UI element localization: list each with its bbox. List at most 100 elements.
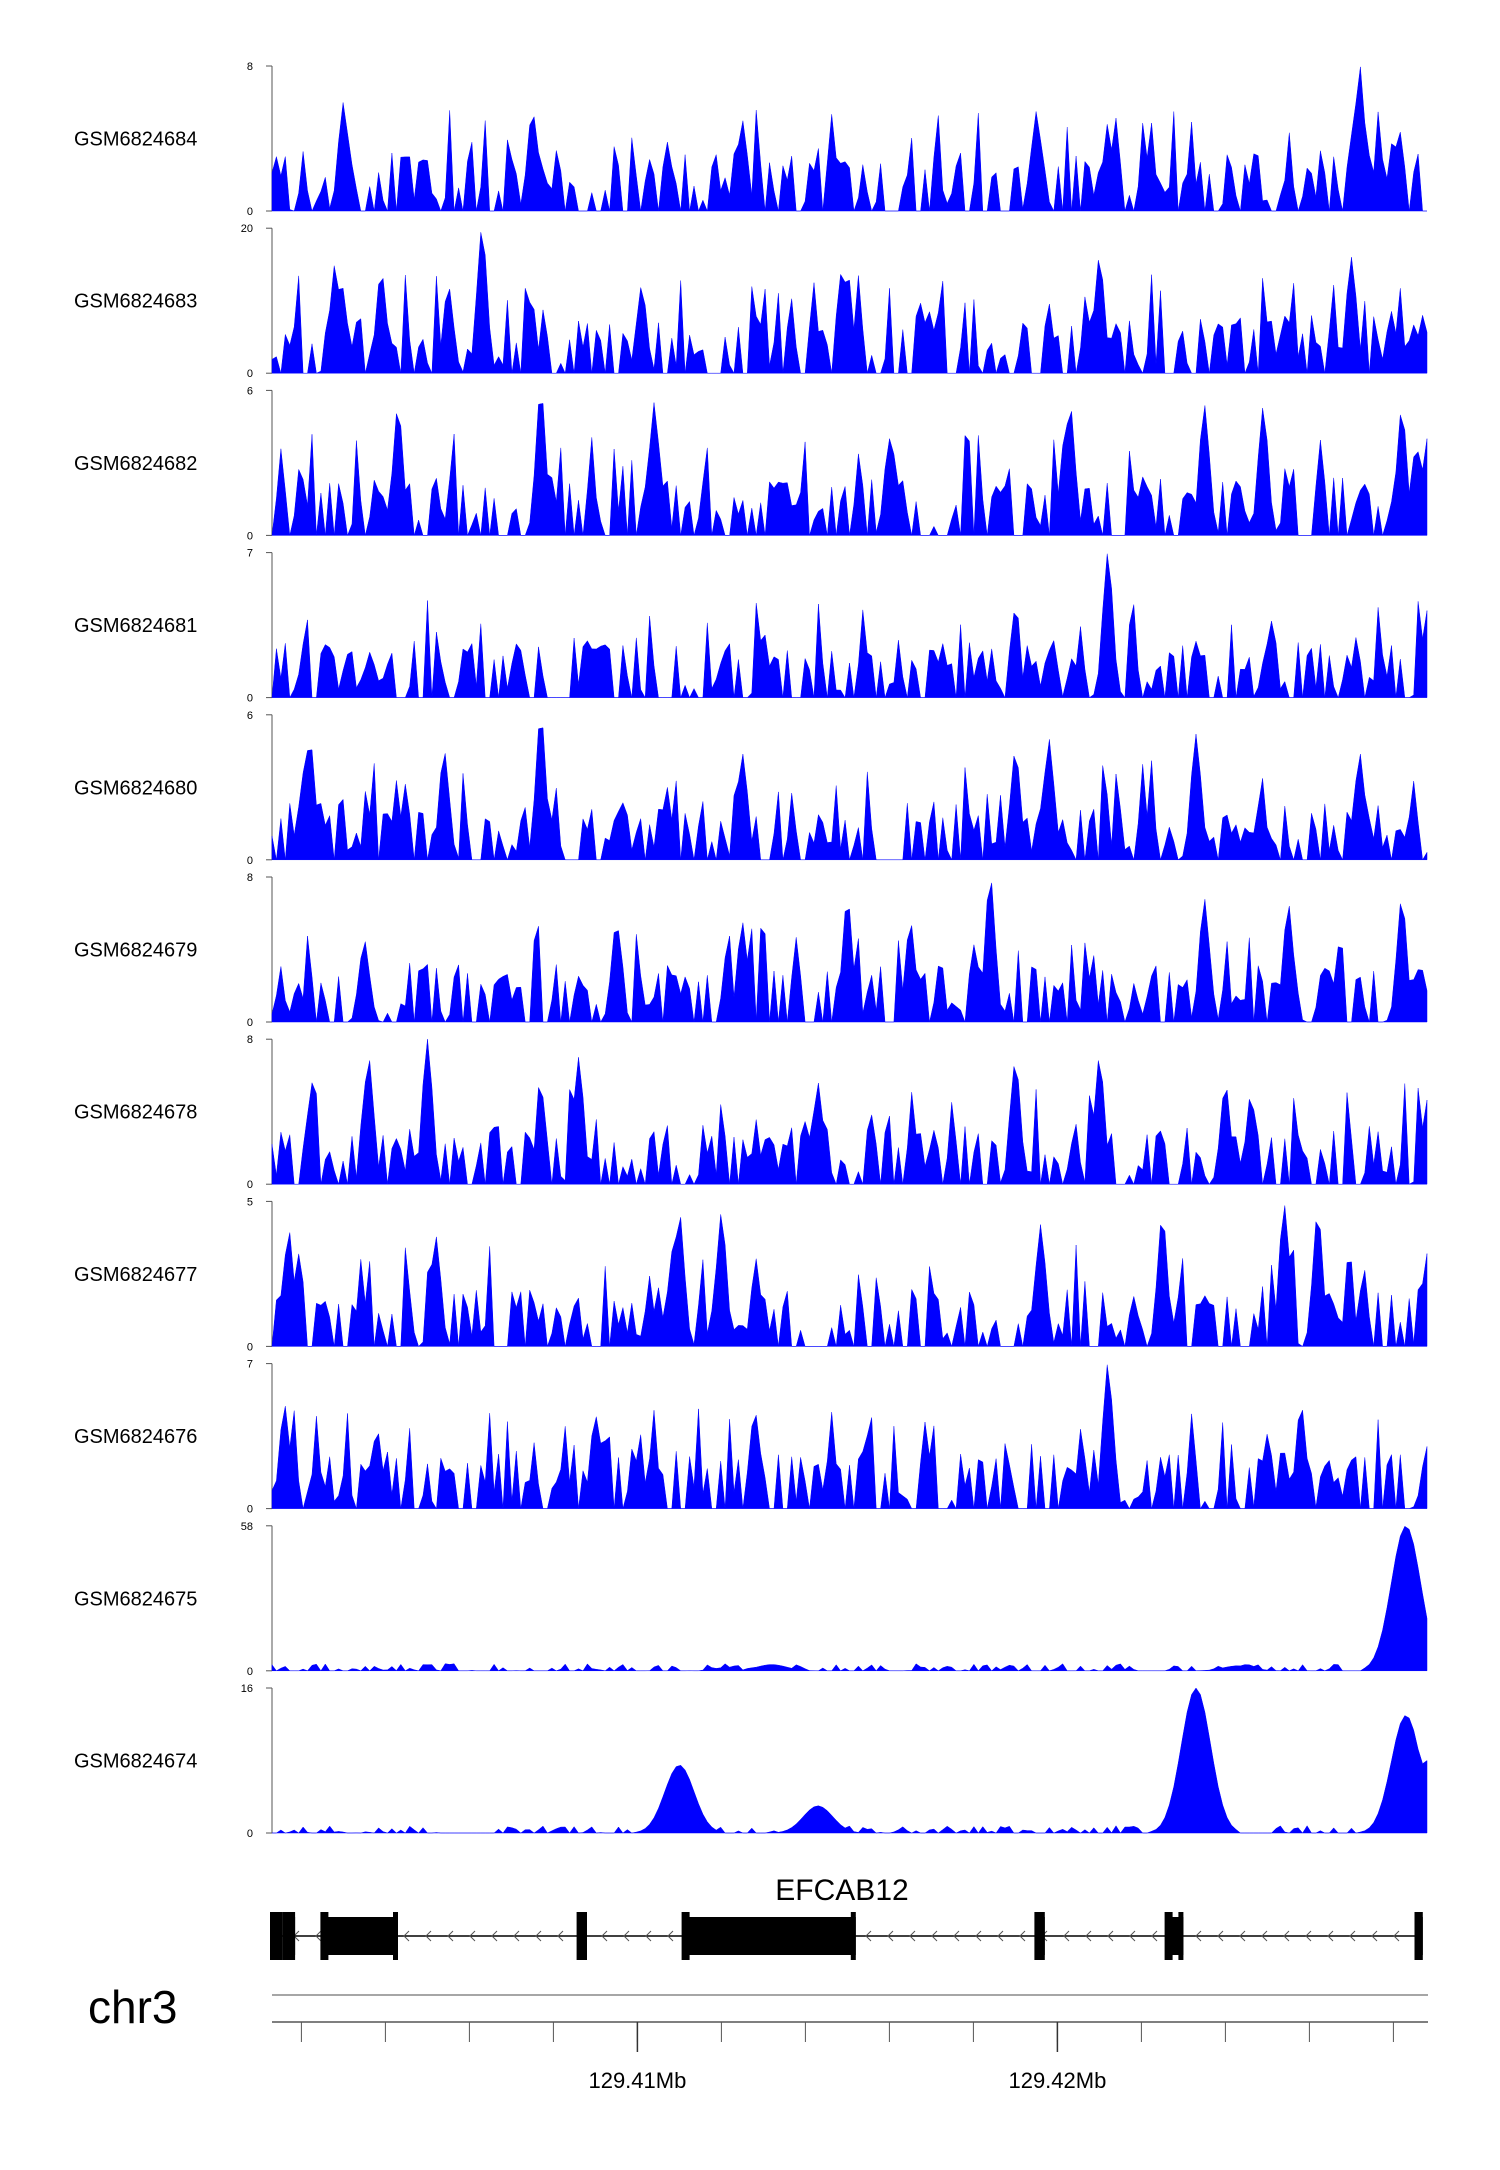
strand-arrow	[601, 1930, 608, 1942]
exon-edge	[681, 1912, 690, 1960]
exon-edge	[277, 1912, 283, 1960]
track-label: GSM6824676	[74, 1426, 197, 1448]
y-axis-max-label: 6	[247, 710, 253, 722]
strand-arrow	[953, 1930, 960, 1942]
strand-arrow	[1063, 1930, 1070, 1942]
strand-arrow	[1327, 1930, 1334, 1942]
exon-edge	[282, 1912, 291, 1960]
track-label: GSM6824681	[74, 615, 197, 637]
exon-edge	[393, 1912, 398, 1960]
exon-edge	[1034, 1912, 1043, 1960]
track-label: GSM6824682	[74, 453, 197, 475]
strand-arrow	[1107, 1930, 1114, 1942]
y-axis-max-label: 7	[247, 1359, 253, 1371]
coverage-area	[271, 1205, 1428, 1348]
track-label: GSM6824679	[74, 940, 197, 962]
track-label: GSM6824674	[74, 1751, 197, 1773]
y-axis-zero-label: 0	[247, 1666, 253, 1678]
strand-arrow	[1349, 1930, 1356, 1942]
gene-name: EFCAB12	[775, 1874, 908, 1907]
track-label: GSM6824678	[74, 1102, 197, 1124]
track-label: GSM6824675	[74, 1588, 197, 1610]
exon-edge	[320, 1912, 329, 1960]
exon-edge	[290, 1912, 296, 1960]
y-axis-max-label: 16	[241, 1683, 253, 1695]
track-label: GSM6824677	[74, 1264, 197, 1286]
y-axis-max-label: 6	[247, 385, 253, 397]
y-axis-max-label: 8	[247, 872, 253, 884]
strand-arrow	[887, 1930, 894, 1942]
coverage-area	[271, 1525, 1428, 1672]
y-axis-max-label: 8	[247, 61, 253, 73]
strand-arrow	[1151, 1930, 1158, 1942]
coverage-area	[271, 1364, 1428, 1510]
strand-arrow	[447, 1930, 454, 1942]
strand-arrow	[931, 1930, 938, 1942]
strand-arrow	[403, 1930, 410, 1942]
exon	[683, 1917, 856, 1955]
exon-edge	[1039, 1912, 1045, 1960]
y-axis-max-label: 8	[247, 1034, 253, 1046]
strand-arrow	[865, 1930, 872, 1942]
strand-arrow	[975, 1930, 982, 1942]
y-axis-max-label: 7	[247, 548, 253, 560]
strand-arrow	[1393, 1930, 1400, 1942]
y-axis-zero-label: 0	[247, 1341, 253, 1353]
y-axis-zero-label: 0	[247, 1828, 253, 1840]
strand-arrow	[1195, 1930, 1202, 1942]
strand-arrow	[1283, 1930, 1290, 1942]
strand-arrow	[1261, 1930, 1268, 1942]
strand-arrow	[909, 1930, 916, 1942]
exon-edge	[270, 1912, 278, 1960]
strand-arrow	[557, 1930, 564, 1942]
strand-arrow	[1239, 1930, 1246, 1942]
y-axis-zero-label: 0	[247, 693, 253, 705]
y-axis-zero-label: 0	[247, 206, 253, 218]
strand-arrow	[1371, 1930, 1378, 1942]
coverage-area	[271, 232, 1428, 375]
strand-arrow	[535, 1930, 542, 1942]
strand-arrow	[1305, 1930, 1312, 1942]
exon-edge	[850, 1912, 856, 1960]
coverage-area	[271, 1039, 1428, 1186]
y-axis-zero-label: 0	[247, 1179, 253, 1191]
coverage-area	[271, 553, 1428, 699]
y-axis-zero-label: 0	[247, 1017, 253, 1029]
track-label: GSM6824680	[74, 777, 197, 799]
strand-arrow	[1217, 1930, 1224, 1942]
track-label: GSM6824684	[74, 129, 197, 151]
y-axis-max-label: 20	[241, 223, 253, 235]
strand-arrow	[513, 1930, 520, 1942]
strand-arrow	[997, 1930, 1004, 1942]
exon-edge	[1417, 1912, 1423, 1960]
strand-arrow	[469, 1930, 476, 1942]
axis-tick-label: 129.42Mb	[1008, 2068, 1106, 2093]
coverage-area	[271, 66, 1427, 212]
y-axis-zero-label: 0	[247, 855, 253, 867]
y-axis-zero-label: 0	[247, 530, 253, 542]
strand-arrow	[425, 1930, 432, 1942]
coverage-area	[271, 727, 1428, 861]
strand-arrow	[1129, 1930, 1136, 1942]
strand-arrow	[1019, 1930, 1026, 1942]
coverage-area	[272, 1687, 1428, 1834]
coverage-area	[271, 402, 1428, 537]
strand-arrow	[1085, 1930, 1092, 1942]
coverage-area	[271, 882, 1428, 1023]
y-axis-zero-label: 0	[247, 1504, 253, 1516]
exon-edge	[1178, 1912, 1184, 1960]
strand-arrow	[491, 1930, 498, 1942]
axis-tick-label: 129.41Mb	[588, 2068, 686, 2093]
strand-arrow	[623, 1930, 630, 1942]
y-axis-zero-label: 0	[247, 368, 253, 380]
chromosome-label: chr3	[88, 1981, 177, 2033]
y-axis-max-label: 5	[247, 1196, 253, 1208]
strand-arrow	[667, 1930, 674, 1942]
track-label: GSM6824683	[74, 291, 197, 313]
exon	[322, 1917, 398, 1955]
strand-arrow	[315, 1930, 322, 1942]
strand-arrow	[645, 1930, 652, 1942]
exon-edge	[1414, 1912, 1421, 1960]
